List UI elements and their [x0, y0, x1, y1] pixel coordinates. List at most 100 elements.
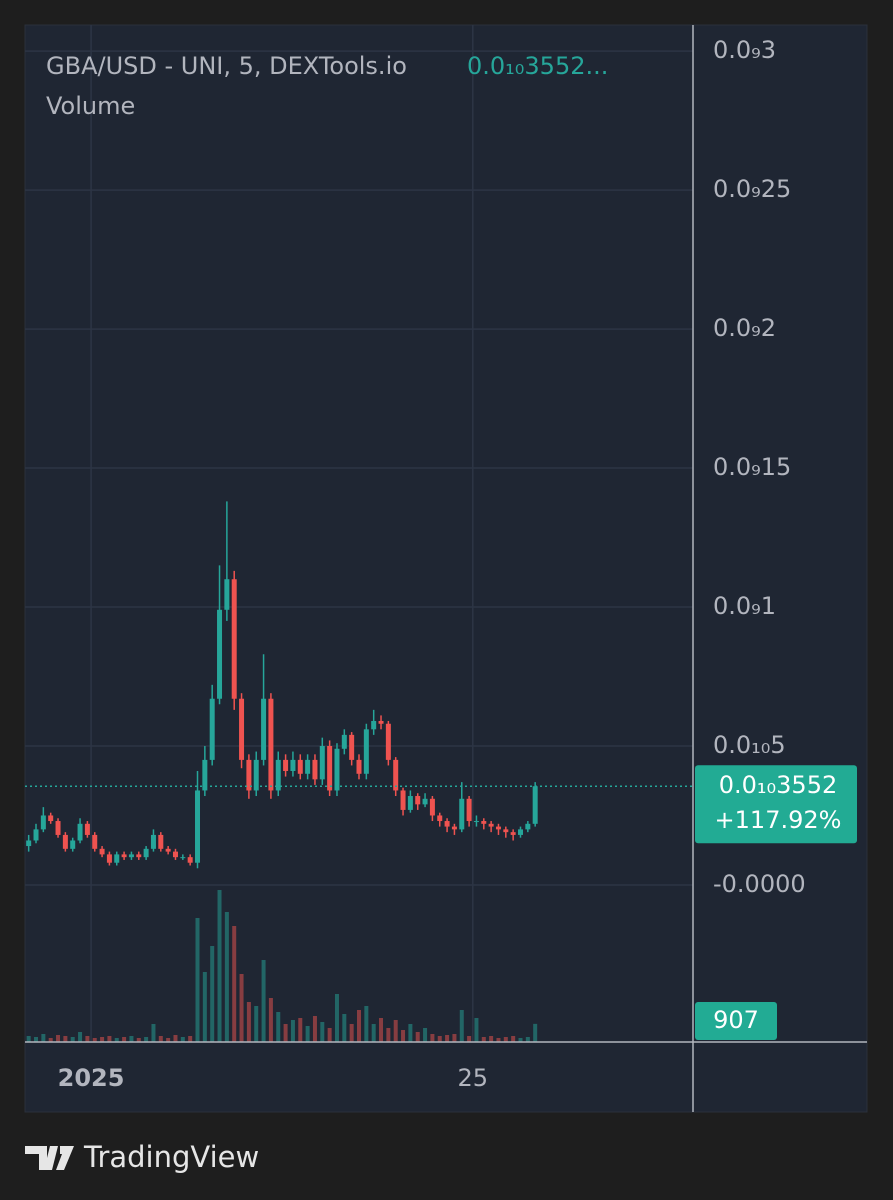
volume-bar [312, 1016, 317, 1042]
y-tick-label: 0.0₉3 [713, 36, 776, 64]
volume-tag-label: 907 [713, 1006, 759, 1034]
candle-body [473, 821, 479, 823]
candle-body [48, 815, 54, 822]
volume-bar [56, 1035, 61, 1042]
volume-bar [371, 1024, 376, 1042]
candle-body [488, 823, 494, 827]
volume-bar [437, 1036, 442, 1042]
candle-body [510, 832, 516, 835]
volume-bar [78, 1032, 83, 1042]
candle-body [415, 796, 421, 805]
legend-price: 0.0₁₀3552... [467, 52, 608, 80]
candle-body [77, 823, 83, 841]
volume-bar [122, 1037, 127, 1042]
candle-body [143, 848, 149, 858]
volume-bar [63, 1036, 68, 1042]
candle-body [312, 759, 318, 780]
volume-bar [129, 1036, 134, 1042]
volume-bar [254, 1006, 259, 1042]
candle-body [466, 798, 472, 822]
volume-bar [173, 1035, 178, 1042]
y-tick-label: 0.0₉15 [713, 453, 791, 481]
volume-bar [320, 1022, 325, 1042]
volume-bar [210, 946, 215, 1042]
candle-body [334, 748, 340, 791]
candle-body [158, 834, 164, 849]
candle-body [92, 834, 98, 849]
candle-body [261, 698, 267, 760]
volume-title: Volume [46, 92, 135, 120]
candle-body [532, 786, 538, 824]
volume-bar [349, 1024, 354, 1042]
volume-bar [92, 1038, 97, 1042]
volume-bar [41, 1034, 46, 1042]
candle-body [239, 698, 245, 760]
volume-bar [459, 1010, 464, 1042]
volume-bar [430, 1034, 435, 1042]
candle-body [393, 759, 399, 791]
candle-body [437, 815, 443, 822]
candle-body [371, 720, 377, 730]
candle-body [26, 840, 32, 847]
candle-body [99, 848, 105, 855]
candle-body [106, 854, 112, 863]
volume-bar [188, 1036, 193, 1042]
candle-body [150, 834, 156, 849]
candle-body [224, 579, 230, 610]
y-tick-label: 0.0₉2 [713, 314, 776, 342]
volume-bar [195, 918, 200, 1042]
volume-bar [342, 1014, 347, 1042]
candle-body [33, 829, 39, 841]
volume-bar [166, 1038, 171, 1042]
volume-bar [379, 1018, 384, 1042]
candle-body [114, 854, 120, 863]
candle-body [128, 854, 134, 858]
candle-body [84, 823, 90, 835]
volume-bar [415, 1032, 420, 1042]
candle-body [525, 823, 531, 830]
volume-bar [26, 1036, 31, 1042]
volume-bar [423, 1028, 428, 1042]
candle-body [429, 798, 435, 816]
volume-bar [224, 912, 229, 1042]
volume-bar [511, 1036, 516, 1042]
x-tick-label: 2025 [58, 1064, 125, 1092]
candle-body [400, 790, 406, 810]
volume-bar [401, 1030, 406, 1042]
volume-bar [48, 1038, 53, 1042]
candle-body [290, 759, 296, 772]
volume-bar [85, 1036, 90, 1042]
volume-tag [695, 1002, 777, 1040]
candle-body [356, 759, 362, 774]
candle-body [517, 829, 523, 835]
candle-body [62, 834, 68, 849]
volume-bar [298, 1018, 303, 1042]
volume-pane [26, 890, 538, 1042]
volume-bar [136, 1038, 141, 1042]
candle-body [40, 815, 46, 830]
volume-bar [290, 1020, 295, 1042]
candle-body [444, 821, 450, 827]
candle-body [121, 854, 127, 858]
grid [25, 25, 693, 1042]
candle-body [349, 734, 355, 760]
candle-body [253, 759, 259, 791]
price-tag-label: 0.0₁₀3552 [719, 771, 838, 799]
candle-body [231, 579, 237, 699]
y-tick-label: -0.0000 [713, 870, 806, 898]
volume-bar [334, 994, 339, 1042]
candle-body [165, 848, 171, 852]
chart-title: GBA/USD - UNI, 5, DEXTools.io [46, 52, 407, 80]
candle-body [422, 798, 428, 805]
volume-bar [533, 1023, 538, 1042]
y-tick-label: 0.0₉25 [713, 175, 791, 203]
volume-bar [246, 1002, 251, 1042]
volume-bar [452, 1034, 457, 1042]
candle-body [481, 821, 487, 824]
volume-bar [232, 926, 237, 1042]
volume-bar [276, 1012, 281, 1042]
volume-bar [327, 1028, 332, 1042]
volume-bar [144, 1037, 149, 1042]
candle-body [195, 790, 201, 863]
